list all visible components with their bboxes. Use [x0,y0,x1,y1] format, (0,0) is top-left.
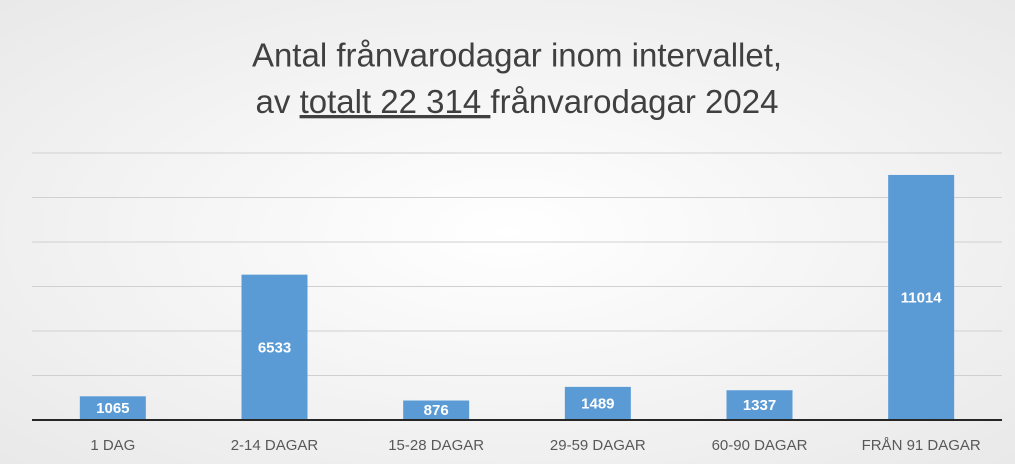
value-label: 1065 [96,400,129,417]
title-part: av [256,83,300,120]
x-tick-label: 2-14 DAGAR [231,437,319,454]
chart-title: Antal frånvarodagar inom intervallet, [252,37,782,74]
bar [241,274,308,420]
value-label: 1489 [581,395,614,412]
value-label: 1337 [743,397,776,414]
value-label: 6533 [258,339,291,356]
x-tick-label: FRÅN 91 DAGAR [862,437,981,454]
bar [726,390,793,420]
bar [403,400,470,420]
value-label: 876 [424,402,449,419]
bar [79,396,146,420]
value-label: 11014 [901,289,943,306]
x-tick-label: 29-59 DAGAR [550,437,646,454]
title-part: frånvarodagar 2024 [490,83,778,120]
bar [888,174,955,420]
x-tick-label: 15-28 DAGAR [388,437,484,454]
x-tick-label: 60-90 DAGAR [712,437,808,454]
chart-title: av totalt 22 314 frånvarodagar 2024 [256,83,779,120]
title-part: totalt 22 314 [300,83,491,120]
bar [564,386,631,420]
x-tick-label: 1 DAG [90,437,135,454]
